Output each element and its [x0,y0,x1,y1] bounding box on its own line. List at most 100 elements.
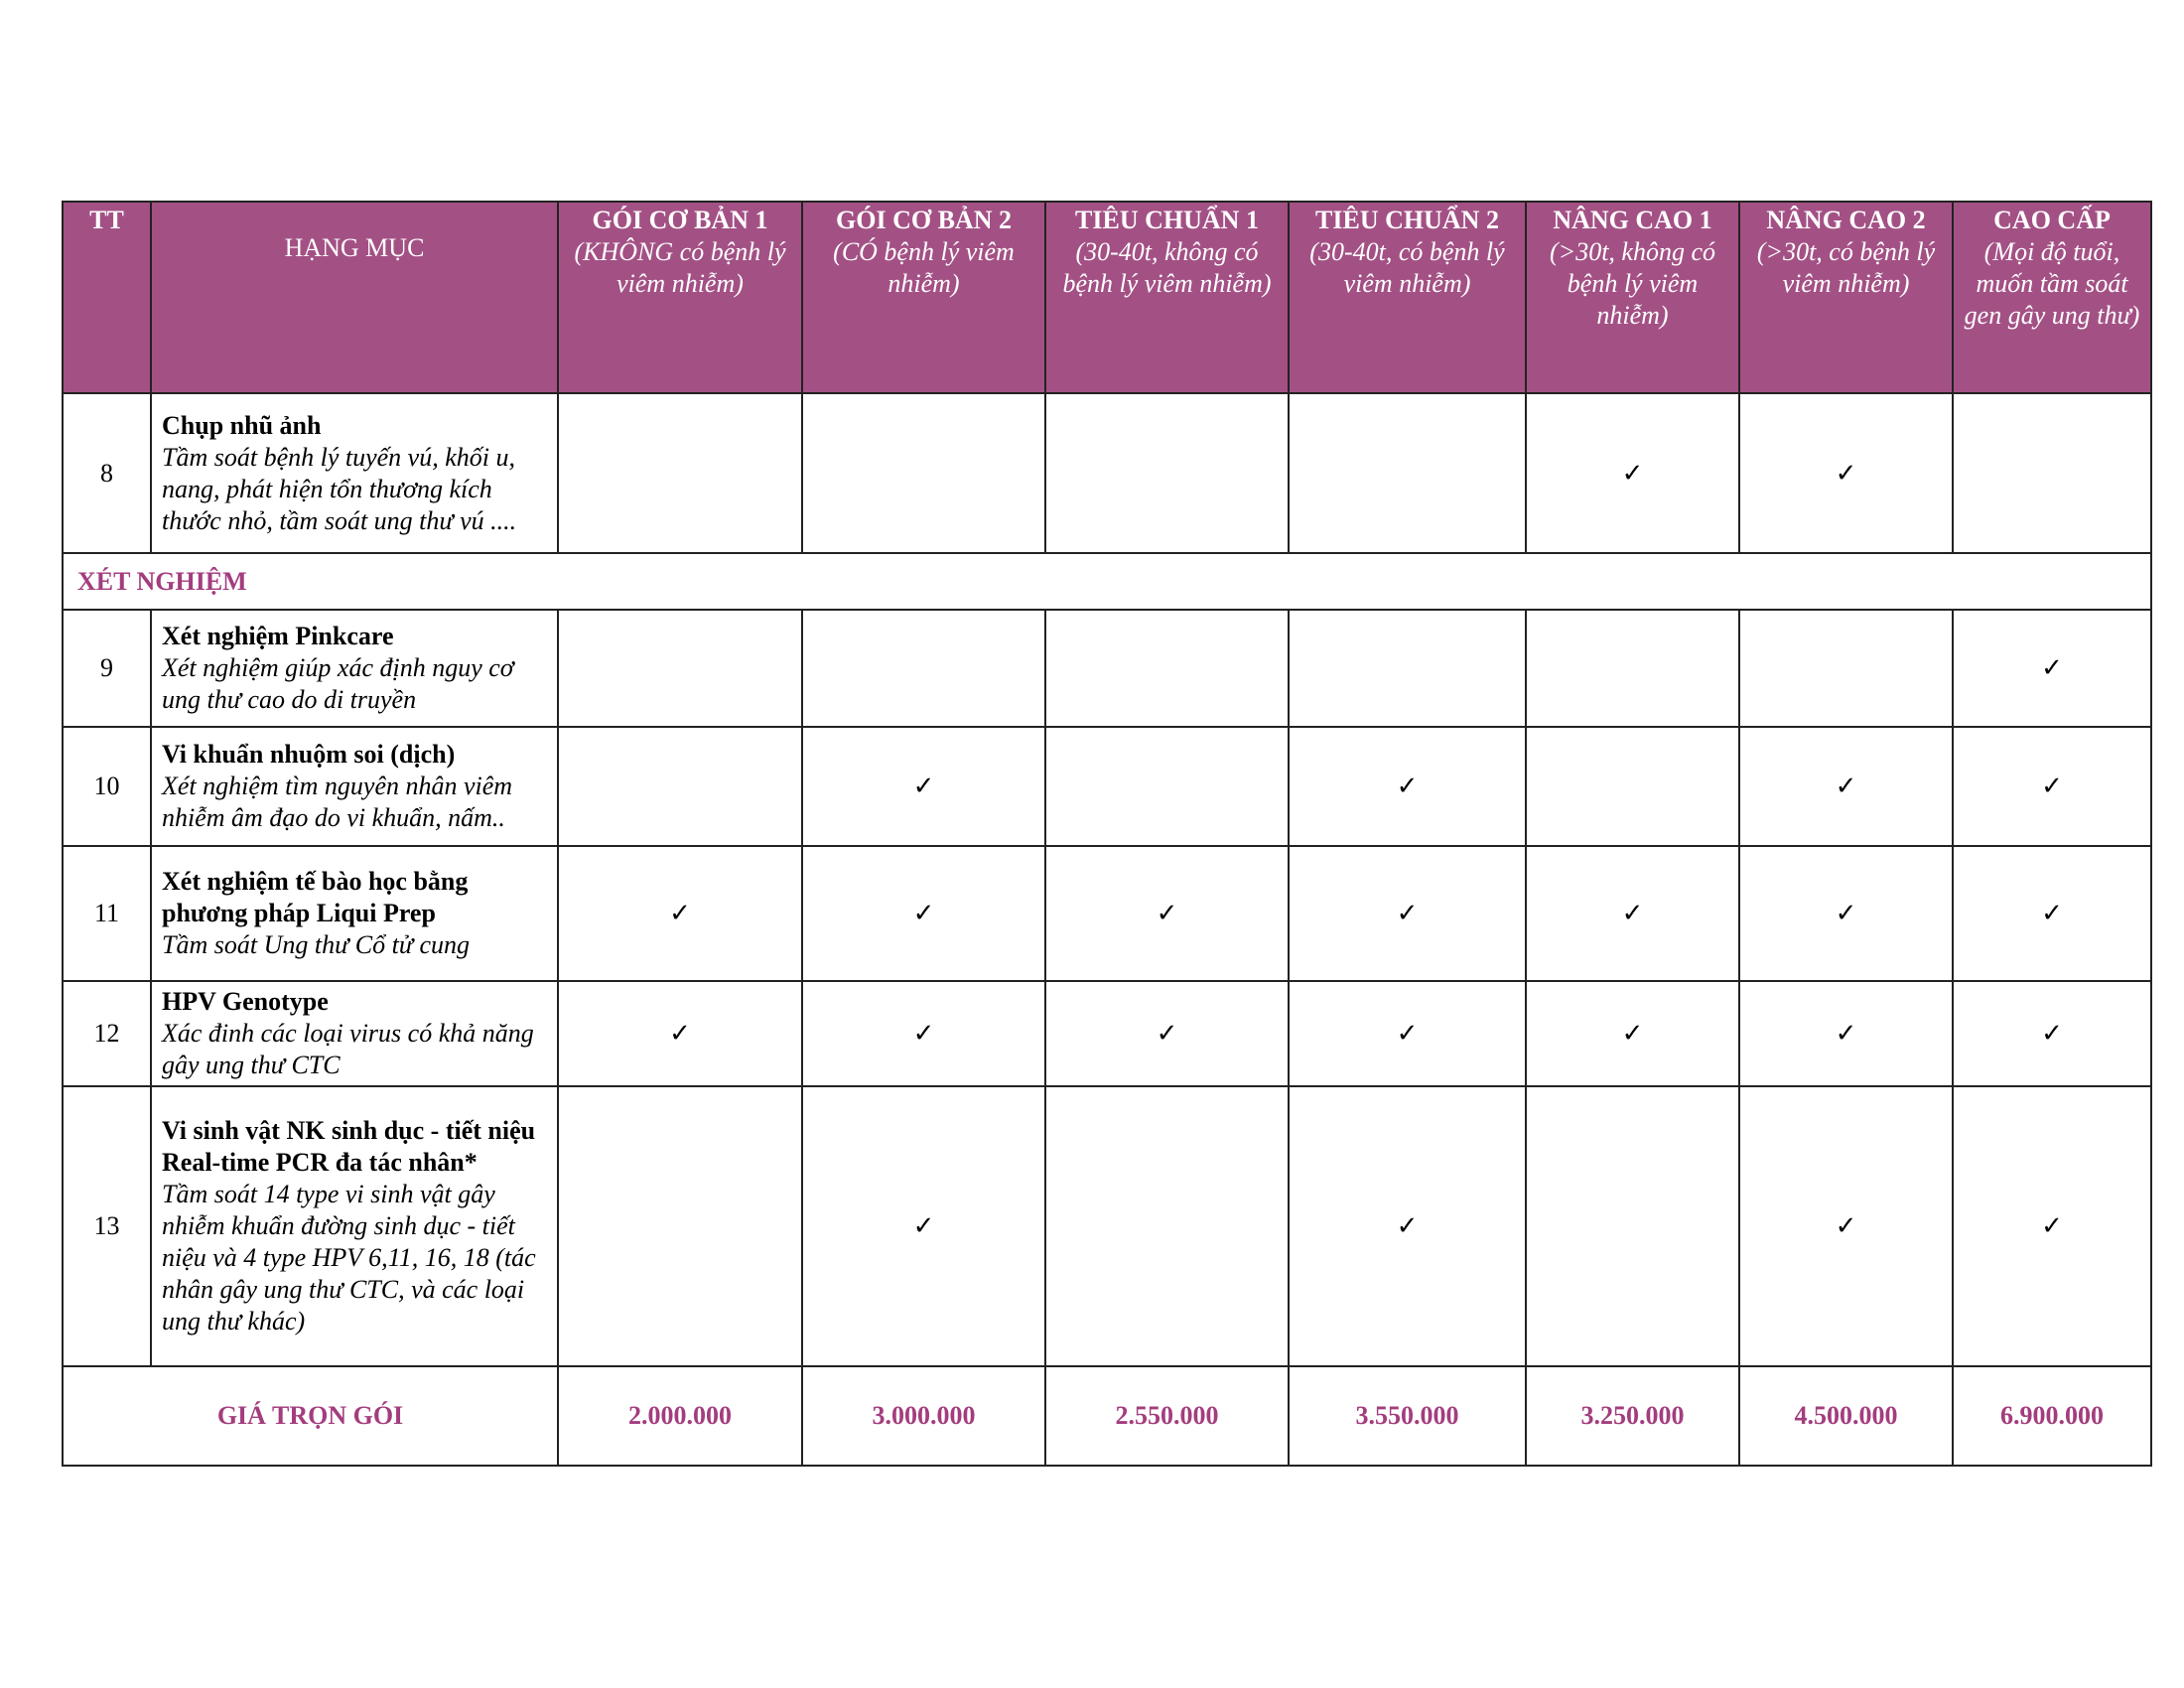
package-cell: ✓ [1738,726,1954,847]
header-tt: TT [62,201,152,394]
table-row: 11 Xét nghiệm tế bào học bằng phương phá… [62,845,2152,982]
header-package: NÂNG CAO 2 (>30t, có bệnh lý viêm nhiễm) [1738,201,1954,394]
package-cell: ✓ [801,1085,1046,1367]
item-description: Xét nghiệm tìm nguyên nhân viêm nhiễm âm… [162,772,513,832]
package-title: NÂNG CAO 1 [1553,206,1712,234]
package-cell [557,726,803,847]
package-cell: ✓ [1288,845,1527,982]
package-cell: ✓ [1952,609,2152,728]
package-cell: ✓ [1952,1085,2152,1367]
price-row: GIÁ TRỌN GÓI 2.000.000 3.000.000 2.550.000 3… [62,1365,2152,1467]
package-cell [1738,609,1954,728]
package-cell: ✓ [1525,845,1740,982]
item-name: Xét nghiệm Pinkcare [162,622,394,650]
package-comparison-table: TT HẠNG MỤC GÓI CƠ BẢN 1 (KHÔNG có bệnh l… [62,201,2152,1467]
package-cell: ✓ [1738,392,1954,554]
package-title: NÂNG CAO 2 [1766,206,1926,234]
check-icon: ✓ [1835,458,1857,488]
header-package: NÂNG CAO 1 (>30t, không có bệnh lý viêm n… [1525,201,1740,394]
package-cell: ✓ [1525,980,1740,1087]
package-title: TIÊU CHUẨN 1 [1075,206,1259,234]
package-cell: ✓ [1288,726,1527,847]
package-cell [801,392,1046,554]
check-icon: ✓ [1621,458,1644,488]
check-icon: ✓ [912,899,935,927]
row-number: 10 [62,726,152,847]
item-description: Tầm soát bệnh lý tuyến vú, khối u, nang,… [162,442,517,535]
package-subtitle: (KHÔNG có bệnh lý viêm nhiễm) [574,237,786,298]
package-subtitle: (>30t, không có bệnh lý viêm nhiễm) [1549,237,1715,330]
item-name: Vi sinh vật NK sinh dục - tiết niệu Real… [162,1116,536,1177]
check-icon: ✓ [669,899,691,927]
item-name: Vi khuẩn nhuộm soi (dịch) [162,740,456,769]
package-cell [557,392,803,554]
package-cell [1525,609,1740,728]
package-cell: ✓ [1738,1085,1954,1367]
row-item: Xét nghiệm tế bào học bằng phương pháp L… [150,845,559,982]
check-icon: ✓ [912,1211,935,1240]
item-name: Chụp nhũ ảnh [162,410,322,440]
check-icon: ✓ [1156,899,1178,927]
check-icon: ✓ [1835,1019,1857,1048]
check-icon: ✓ [1396,772,1419,800]
package-cell: ✓ [1738,980,1954,1087]
table-row: 8 Chụp nhũ ảnh Tầm soát bệnh lý tuyến vú,… [62,392,2152,554]
row-item: Chụp nhũ ảnh Tầm soát bệnh lý tuyến vú, k… [150,392,559,554]
item-name: HPV Genotype [162,987,329,1016]
header-package: CAO CẤP (Mọi độ tuổi, muốn tầm soát gen g… [1952,201,2152,394]
price-value: 3.250.000 [1525,1365,1740,1467]
row-number: 8 [62,392,152,554]
check-icon: ✓ [1835,1211,1857,1240]
package-subtitle: (30-40t, không có bệnh lý viêm nhiễm) [1062,237,1272,298]
package-cell: ✓ [1738,845,1954,982]
package-cell: ✓ [1044,845,1290,982]
section-row: XÉT NGHIỆM [62,552,2152,611]
row-number: 11 [62,845,152,982]
package-subtitle: (30-40t, có bệnh lý viêm nhiễm) [1309,237,1505,298]
package-subtitle: (CÓ bệnh lý viêm nhiễm) [833,237,1015,298]
price-value: 2.550.000 [1044,1365,1290,1467]
check-icon: ✓ [669,1019,691,1048]
package-cell: ✓ [801,726,1046,847]
package-cell: ✓ [1952,845,2152,982]
item-description: Tầm soát 14 type vi sinh vật gây nhiễm k… [162,1180,536,1336]
check-icon: ✓ [1396,1019,1419,1048]
row-number: 12 [62,980,152,1087]
row-number: 13 [62,1085,152,1367]
header-item: HẠNG MỤC [150,201,559,394]
check-icon: ✓ [1835,772,1857,800]
price-value: 3.550.000 [1288,1365,1527,1467]
header-package: GÓI CƠ BẢN 1 (KHÔNG có bệnh lý viêm nhiễm… [557,201,803,394]
row-item: Vi khuẩn nhuộm soi (dịch) Xét nghiệm tìm … [150,726,559,847]
check-icon: ✓ [912,1019,935,1048]
row-item: Vi sinh vật NK sinh dục - tiết niệu Real… [150,1085,559,1367]
package-cell: ✓ [1525,392,1740,554]
check-icon: ✓ [912,772,935,800]
price-value: 6.900.000 [1952,1365,2152,1467]
table-row: 10 Vi khuẩn nhuộm soi (dịch) Xét nghiệm t… [62,726,2152,847]
price-label: GIÁ TRỌN GÓI [62,1365,559,1467]
package-subtitle: (>30t, có bệnh lý viêm nhiễm) [1756,237,1936,298]
package-cell: ✓ [1952,980,2152,1087]
header-package: GÓI CƠ BẢN 2 (CÓ bệnh lý viêm nhiễm) [801,201,1046,394]
check-icon: ✓ [1835,899,1857,927]
package-cell: ✓ [1952,726,2152,847]
table-row: 13 Vi sinh vật NK sinh dục - tiết niệu R… [62,1085,2152,1367]
item-name: Xét nghiệm tế bào học bằng phương pháp L… [162,867,469,927]
check-icon: ✓ [2041,1019,2063,1048]
package-title: GÓI CƠ BẢN 1 [592,206,768,234]
package-cell [1044,609,1290,728]
item-description: Tầm soát Ung thư Cổ tử cung [162,930,471,959]
check-icon: ✓ [2041,653,2063,682]
header-package: TIÊU CHUẨN 1 (30-40t, không có bệnh lý vi… [1044,201,1290,394]
header-package: TIÊU CHUẨN 2 (30-40t, có bệnh lý viêm nhi… [1288,201,1527,394]
package-cell [557,609,803,728]
package-cell: ✓ [557,845,803,982]
price-value: 2.000.000 [557,1365,803,1467]
package-cell [1288,609,1527,728]
check-icon: ✓ [2041,772,2063,800]
package-cell: ✓ [1044,980,1290,1087]
check-icon: ✓ [2041,899,2063,927]
package-cell [1525,726,1740,847]
package-cell: ✓ [1288,1085,1527,1367]
